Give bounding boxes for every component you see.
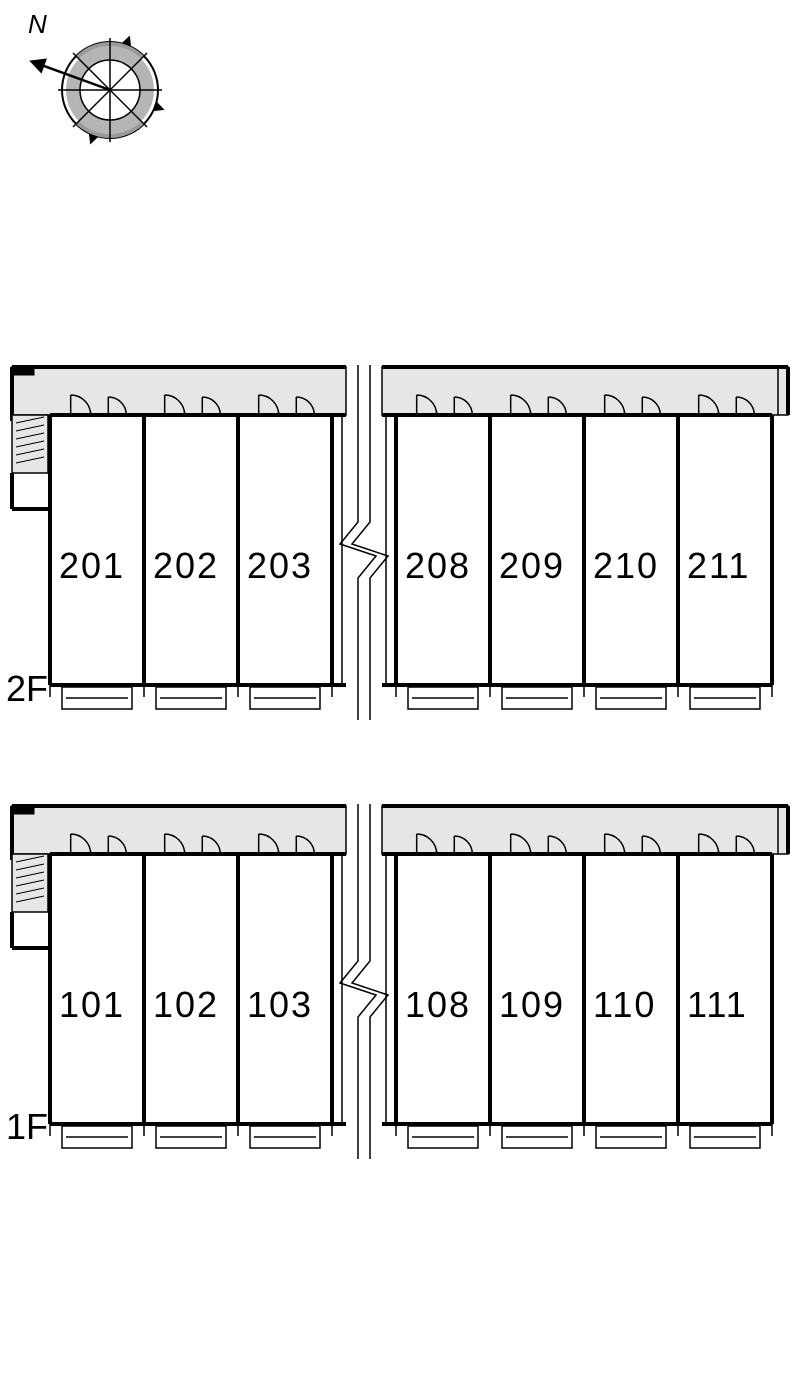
unit-label: 111 — [687, 984, 748, 1026]
floor-label: 1F — [6, 1106, 48, 1148]
unit-label: 101 — [59, 984, 125, 1026]
floor-plan — [10, 804, 790, 1159]
compass-svg: N — [15, 5, 185, 155]
unit-label: 208 — [405, 545, 471, 587]
unit-label: 201 — [59, 545, 125, 587]
unit-label: 103 — [247, 984, 313, 1026]
unit-label: 110 — [593, 984, 656, 1026]
compass: N — [15, 5, 185, 155]
compass-north-letter: N — [28, 9, 47, 39]
unit-label: 211 — [687, 545, 750, 587]
floor-plan — [10, 365, 790, 720]
floor-label: 2F — [6, 668, 48, 710]
unit-label: 210 — [593, 545, 659, 587]
unit-label: 102 — [153, 984, 219, 1026]
unit-label: 202 — [153, 545, 219, 587]
unit-label: 203 — [247, 545, 313, 587]
unit-label: 108 — [405, 984, 471, 1026]
unit-label: 109 — [499, 984, 565, 1026]
unit-label: 209 — [499, 545, 565, 587]
